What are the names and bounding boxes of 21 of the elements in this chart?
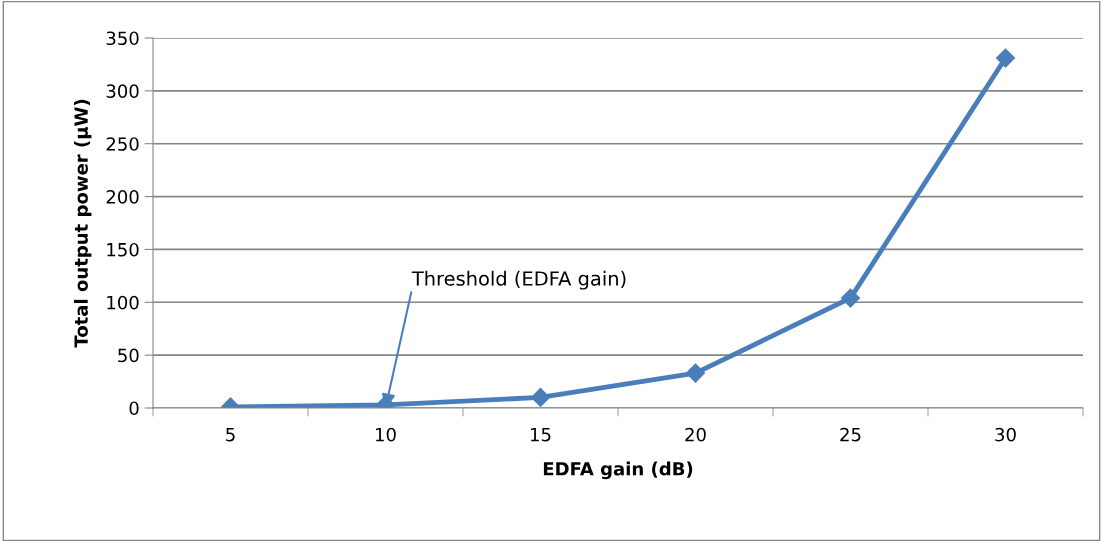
y-tick-label: 150 bbox=[107, 242, 139, 257]
point bbox=[995, 48, 1016, 68]
x-tick-label: 15 bbox=[531, 428, 551, 442]
x-tick-label: 5 bbox=[226, 428, 235, 442]
x-tick-label: 20 bbox=[685, 427, 706, 442]
x-tick-label: 30 bbox=[995, 427, 1016, 442]
x-tick-label: 25 bbox=[840, 427, 861, 442]
y-axis-title: Total output power (μW) bbox=[73, 99, 92, 348]
y-tick-label: 100 bbox=[107, 295, 139, 310]
y-tick-label: 350 bbox=[106, 31, 139, 46]
annotation: Threshold (EDFA gain) bbox=[411, 270, 626, 290]
point bbox=[530, 387, 551, 407]
x-tick-label: 10 bbox=[376, 427, 396, 442]
y-tick-label: 0 bbox=[129, 401, 139, 416]
y-tick-label: 300 bbox=[106, 84, 139, 98]
point bbox=[840, 288, 861, 308]
y-tick-label: 250 bbox=[106, 137, 139, 151]
point bbox=[685, 363, 706, 383]
y-tick-label: 200 bbox=[106, 190, 139, 204]
x-axis-title: EDFA gain (dB) bbox=[543, 461, 693, 480]
y-tick-label: 50 bbox=[118, 348, 139, 363]
